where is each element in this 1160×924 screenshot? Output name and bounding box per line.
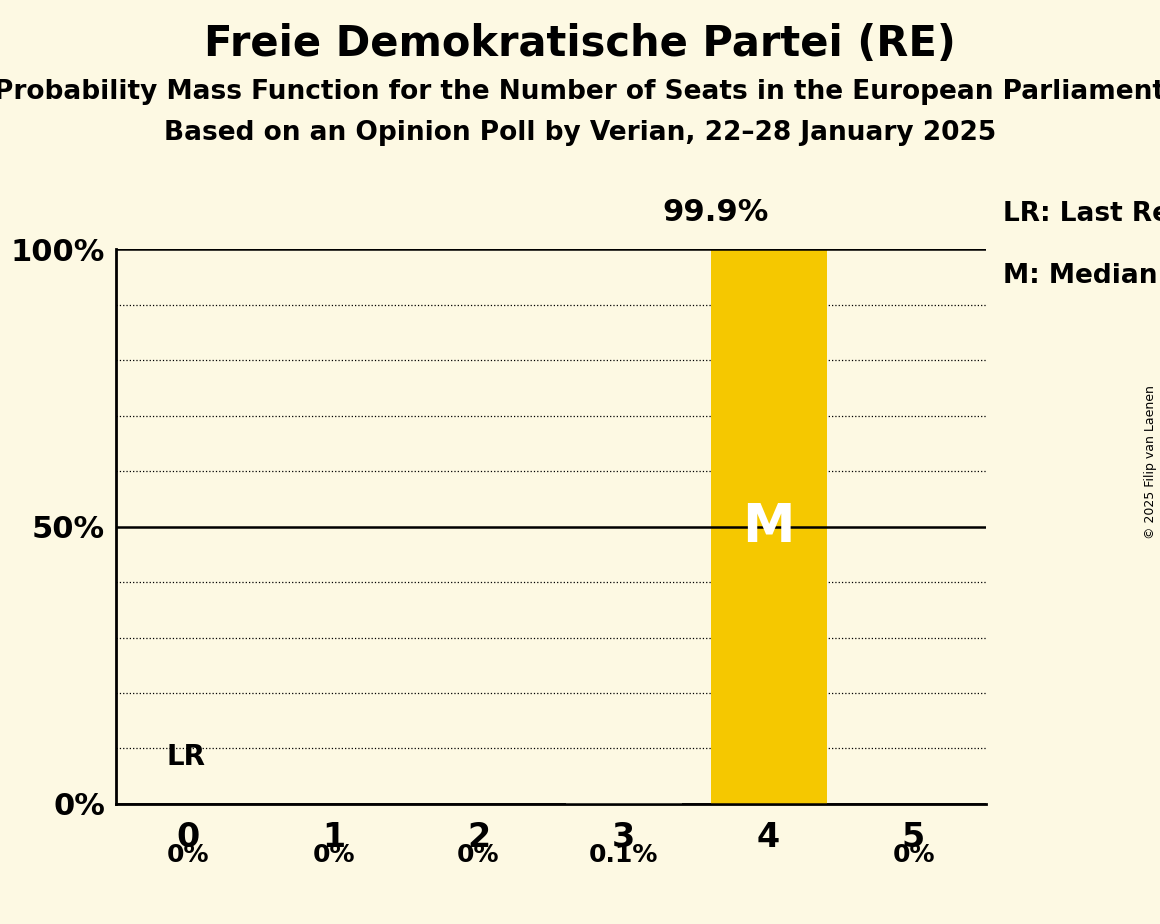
Text: 0%: 0%: [457, 843, 500, 867]
Text: LR: LR: [167, 743, 205, 771]
Bar: [710, 250, 826, 804]
Text: Probability Mass Function for the Number of Seats in the European Parliament: Probability Mass Function for the Number…: [0, 79, 1160, 104]
Text: 0%: 0%: [892, 843, 935, 867]
Text: 0%: 0%: [312, 843, 355, 867]
Text: 0%: 0%: [167, 843, 210, 867]
Text: Based on an Opinion Poll by Verian, 22–28 January 2025: Based on an Opinion Poll by Verian, 22–2…: [164, 120, 996, 146]
Text: © 2025 Filip van Laenen: © 2025 Filip van Laenen: [1144, 385, 1158, 539]
Text: LR: Last Result: LR: Last Result: [1003, 201, 1160, 227]
Text: Freie Demokratische Partei (RE): Freie Demokratische Partei (RE): [204, 23, 956, 65]
Text: 99.9%: 99.9%: [662, 199, 768, 227]
Text: M: Median: M: Median: [1003, 263, 1158, 289]
Text: M: M: [742, 501, 795, 553]
Text: 0.1%: 0.1%: [589, 843, 658, 867]
